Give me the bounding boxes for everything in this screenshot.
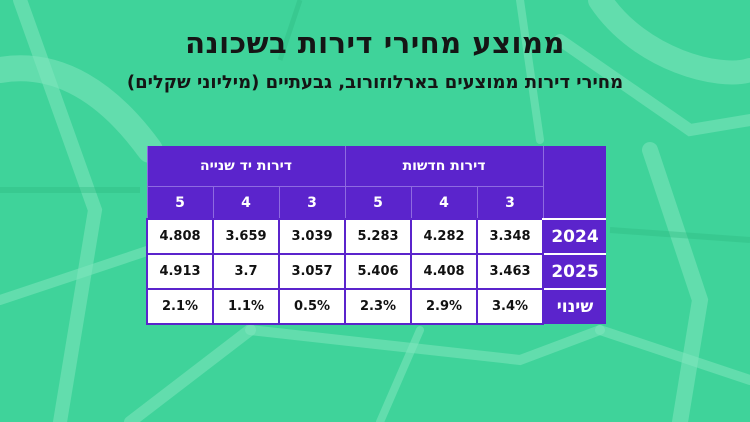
table-cell: 4.913 <box>146 253 214 290</box>
table-cell: 0.5% <box>278 288 346 325</box>
table-cell: 3.659 <box>212 218 280 255</box>
row-label: 2024 <box>543 218 606 254</box>
rooms-header: 3 <box>476 186 544 219</box>
table-row-2025: 2025 3.463 4.408 5.406 3.057 3.7 4.913 <box>146 253 606 290</box>
table-cell: 2.1% <box>146 288 214 325</box>
group-new-apartments: דירות חדשות <box>344 146 544 187</box>
table-corner <box>543 146 606 220</box>
table-cell: 3.4% <box>476 288 544 325</box>
table-cell: 3.057 <box>278 253 346 290</box>
row-label: 2025 <box>543 253 606 289</box>
group-header-row: דירות חדשות דירות יד שנייה <box>146 146 606 220</box>
rooms-header: 5 <box>344 186 412 219</box>
table-cell: 3.348 <box>476 218 544 255</box>
table-cell: 5.283 <box>344 218 412 255</box>
rooms-header: 3 <box>278 186 346 219</box>
table-cell: 3.039 <box>278 218 346 255</box>
table-cell: 4.808 <box>146 218 214 255</box>
table-cell: 4.408 <box>410 253 478 290</box>
page-subtitle: מחירי דירות ממוצעים בארלוזורוב, גבעתיים … <box>126 72 624 93</box>
group-used-apartments: דירות יד שנייה <box>146 146 346 187</box>
rooms-header-row: 3 4 5 3 4 5 <box>146 186 606 219</box>
table-cell: 1.1% <box>212 288 280 325</box>
rooms-header: 4 <box>212 186 280 219</box>
table-cell: 3.463 <box>476 253 544 290</box>
prices-table: דירות חדשות דירות יד שנייה 3 4 5 3 4 5 2… <box>146 146 606 325</box>
rooms-header: 4 <box>410 186 478 219</box>
row-label: שינוי <box>543 288 606 324</box>
table-cell: 4.282 <box>410 218 478 255</box>
table-cell: 2.9% <box>410 288 478 325</box>
table-cell: 2.3% <box>344 288 412 325</box>
table-row-change: שינוי 3.4% 2.9% 2.3% 0.5% 1.1% 2.1% <box>146 288 606 325</box>
table-row-2024: 2024 3.348 4.282 5.283 3.039 3.659 4.808 <box>146 218 606 255</box>
rooms-header: 5 <box>146 186 214 219</box>
table-cell: 3.7 <box>212 253 280 290</box>
page-title: ממוצע מחירי דירות בשכונה <box>185 26 565 60</box>
table-cell: 5.406 <box>344 253 412 290</box>
